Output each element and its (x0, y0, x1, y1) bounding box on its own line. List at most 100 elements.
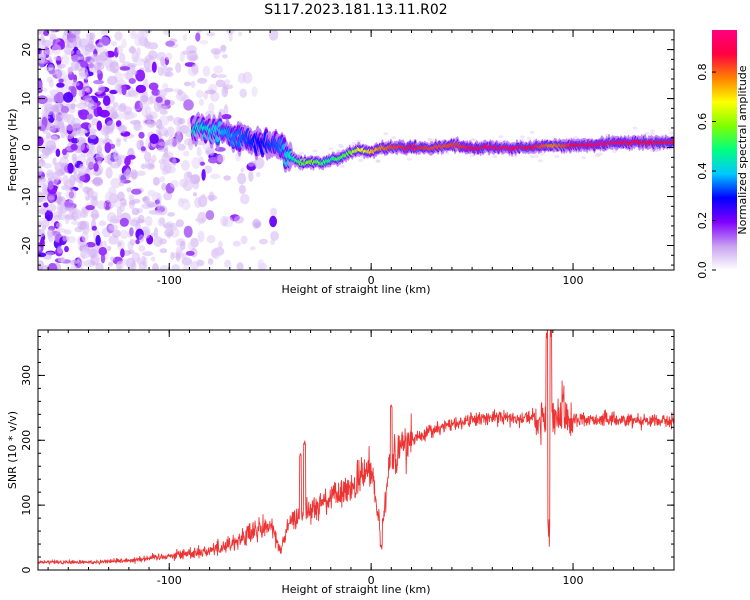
noise-blob (189, 174, 200, 185)
noise-blob (375, 159, 381, 163)
noise-blob (62, 174, 69, 186)
noise-blob (406, 157, 412, 161)
snr-x-axis-label: Height of straight line (km) (281, 583, 430, 596)
noise-blob (39, 238, 45, 248)
noise-blob (251, 86, 258, 97)
noise-blob (196, 89, 204, 99)
noise-blob (210, 248, 218, 258)
noise-blob (50, 135, 59, 143)
noise-blob (164, 71, 174, 78)
noise-blob (199, 40, 209, 45)
noise-blob (249, 246, 256, 251)
spectrogram-y-axis-label: Frequency (Hz) (6, 109, 19, 192)
noise-blob (240, 167, 245, 173)
noise-blob (95, 234, 101, 246)
noise-blob (129, 112, 137, 119)
noise-blob (85, 196, 91, 201)
noise-blob (223, 175, 231, 181)
noise-blob (105, 106, 116, 111)
noise-blob (131, 188, 142, 195)
noise-blob (178, 118, 186, 125)
noise-blob (444, 151, 450, 155)
noise-blob (103, 200, 112, 210)
noise-blob (644, 131, 650, 135)
noise-blob (512, 154, 518, 158)
noise-blob (247, 162, 255, 167)
noise-blob (159, 175, 165, 183)
noise-blob (111, 113, 120, 119)
noise-blob (197, 230, 205, 243)
noise-blob (270, 207, 278, 217)
noise-blob (223, 104, 229, 116)
noise-blob (138, 234, 145, 243)
noise-blob (84, 43, 96, 53)
noise-blob (62, 235, 67, 242)
noise-blob (38, 252, 47, 258)
noise-blob (91, 225, 98, 231)
noise-blob (108, 224, 119, 231)
noise-blob (581, 156, 587, 160)
noise-blob (202, 143, 212, 151)
noise-blob (50, 104, 59, 113)
noise-blob (119, 66, 131, 71)
noise-blob (176, 124, 182, 135)
noise-blob (337, 149, 342, 153)
noise-blob (191, 63, 199, 75)
noise-blob (130, 261, 137, 270)
noise-blob (238, 31, 243, 37)
noise-blob (534, 154, 540, 158)
noise-blob (240, 193, 250, 205)
noise-blob (147, 189, 156, 197)
noise-blob (211, 73, 218, 79)
noise-blob (63, 92, 74, 103)
noise-blob (66, 236, 77, 244)
noise-blob (67, 162, 74, 174)
noise-blob (141, 229, 151, 239)
colorbar-tick-label: 0.0 (696, 261, 709, 279)
noise-blob (117, 111, 123, 122)
colorbar-tick-label: 0.4 (696, 162, 709, 180)
noise-blob (182, 50, 188, 56)
noise-blob (358, 158, 364, 162)
noise-blob (632, 126, 638, 130)
noise-blob (221, 114, 232, 120)
noise-blob (77, 256, 82, 268)
noise-blob (47, 67, 59, 75)
noise-blob (54, 168, 61, 181)
noise-blob (165, 165, 176, 174)
spectrogram-ridge (190, 111, 674, 173)
noise-blob (109, 202, 115, 208)
noise-blob (65, 188, 76, 200)
noise-blob (216, 74, 227, 79)
noise-blob (238, 184, 246, 195)
noise-blob (38, 53, 46, 64)
noise-blob (184, 130, 193, 137)
noise-blob (205, 210, 215, 221)
noise-blob (114, 83, 123, 93)
noise-blob (38, 192, 43, 199)
noise-blob (196, 30, 203, 33)
noise-blob (45, 251, 55, 256)
noise-blob (144, 216, 153, 227)
noise-blob (84, 87, 91, 93)
snr-y-axis-label: SNR (10 * v/v) (6, 411, 19, 489)
noise-blob (120, 248, 125, 258)
ridge-cell (671, 139, 674, 144)
noise-blob (98, 220, 107, 227)
noise-blob (139, 95, 149, 102)
noise-blob (156, 124, 164, 130)
noise-blob (113, 152, 120, 160)
noise-blob (70, 143, 78, 151)
noise-blob (96, 106, 103, 117)
noise-blob (47, 203, 57, 212)
noise-blob (48, 127, 57, 132)
noise-blob (120, 229, 129, 240)
noise-blob (428, 138, 434, 142)
noise-blob (162, 83, 169, 90)
noise-blob (104, 142, 112, 154)
noise-blob (198, 98, 204, 106)
noise-blob (78, 88, 85, 98)
noise-blob (152, 262, 159, 270)
snr-background (38, 330, 674, 570)
noise-blob (197, 213, 202, 226)
